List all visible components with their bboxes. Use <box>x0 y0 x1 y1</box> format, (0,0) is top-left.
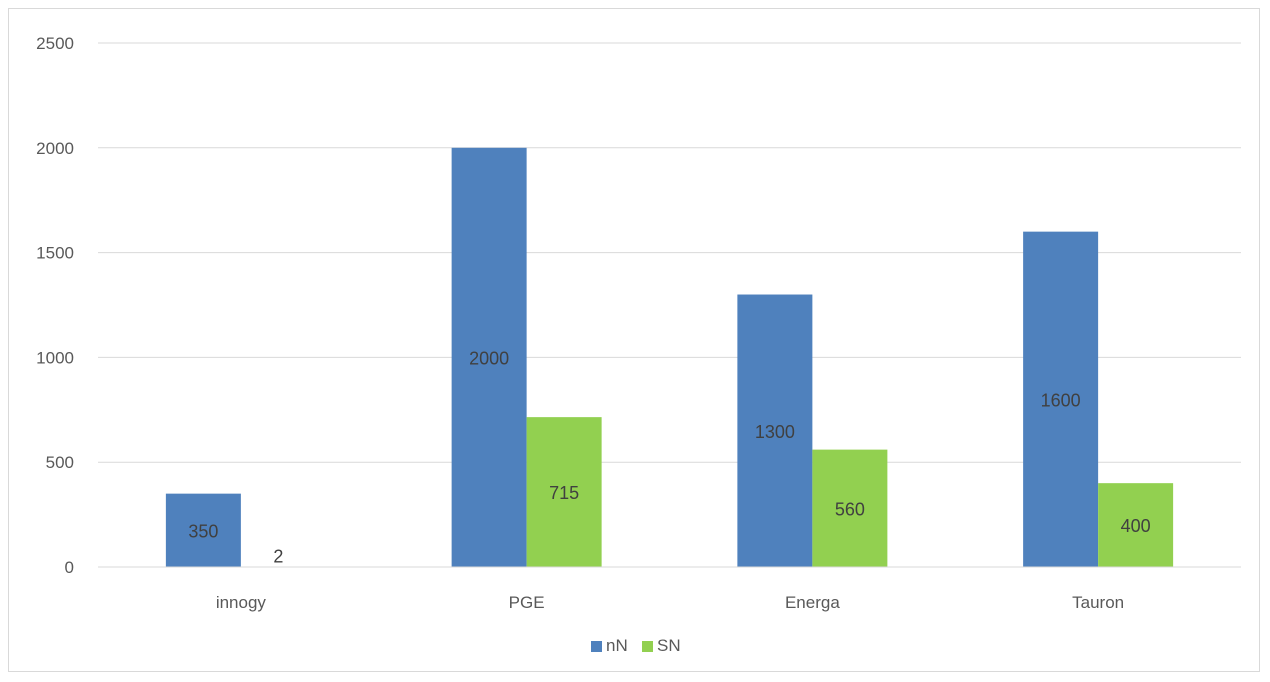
legend-label-SN: SN <box>657 636 681 655</box>
data-labels: 350 2 2000 715 1300 560 1600 400 <box>188 348 1150 566</box>
bar-SN-Tauron <box>1098 483 1174 567</box>
legend-swatch-nN <box>591 641 602 652</box>
data-label: 560 <box>835 499 865 519</box>
y-tick-label: 2000 <box>36 139 74 158</box>
x-tick-label: PGE <box>509 593 545 612</box>
y-tick-label: 1500 <box>36 244 74 263</box>
bar-nN-innogy <box>165 493 241 567</box>
data-label: 1600 <box>1041 390 1081 410</box>
x-tick-label: Tauron <box>1072 593 1124 612</box>
y-tick-label: 2500 <box>36 34 74 53</box>
bar-nN-Tauron <box>1023 231 1099 567</box>
bar-nN-Energa <box>737 294 813 567</box>
x-tick-label: Energa <box>785 593 840 612</box>
y-tick-label: 0 <box>65 558 74 577</box>
y-tick-label: 500 <box>46 453 74 472</box>
data-label: 400 <box>1121 516 1151 536</box>
x-tick-label: innogy <box>216 593 267 612</box>
legend-swatch-SN <box>642 641 653 652</box>
bar-SN-PGE <box>526 417 602 567</box>
data-label: 2000 <box>469 348 509 368</box>
data-label: 2 <box>273 547 283 567</box>
bar-nN-PGE <box>451 147 527 568</box>
data-label: 1300 <box>755 422 795 442</box>
x-axis-ticks: innogy PGE Energa Tauron <box>216 593 1124 612</box>
bars <box>165 147 1174 568</box>
y-axis-ticks: 0 500 1000 1500 2000 2500 <box>36 34 74 577</box>
legend-label-nN: nN <box>606 636 628 655</box>
data-label: 350 <box>188 521 218 541</box>
y-tick-label: 1000 <box>36 348 74 367</box>
bar-SN-Energa <box>812 449 888 567</box>
legend: nN SN <box>591 636 681 655</box>
data-label: 715 <box>549 483 579 503</box>
